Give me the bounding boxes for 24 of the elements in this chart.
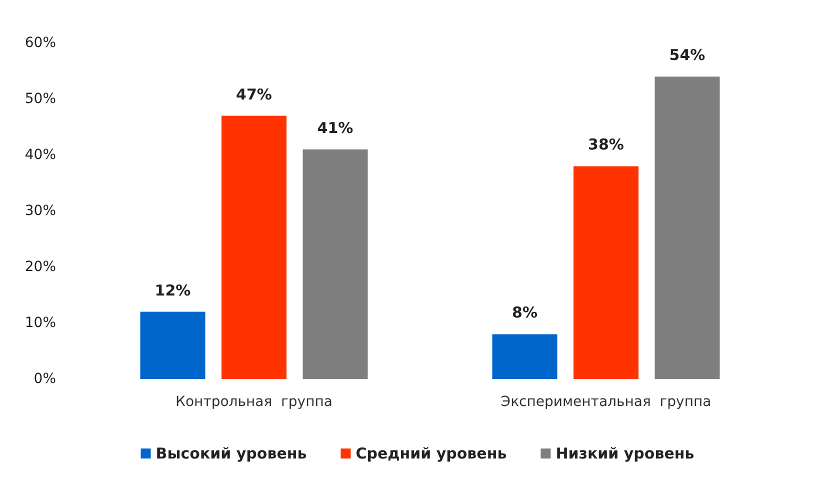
bar xyxy=(492,334,558,379)
data-label: 47% xyxy=(236,85,272,104)
y-tick-label: 60% xyxy=(24,35,56,51)
x-tick-label: Экспериментальная группа xyxy=(500,394,712,410)
y-tick-label: 20% xyxy=(24,259,56,275)
legend-label: Средний уровень xyxy=(356,444,507,462)
legend-label: Высокий уровень xyxy=(156,444,307,462)
y-tick-label: 40% xyxy=(24,147,56,163)
data-label: 12% xyxy=(154,281,191,300)
bar xyxy=(222,116,286,379)
y-tick-label: 30% xyxy=(24,203,56,219)
data-label: 54% xyxy=(669,46,706,64)
legend-label: Низкий уровень xyxy=(556,444,694,462)
y-tick-label: 50% xyxy=(24,91,56,107)
x-tick-label: Контрольная группа xyxy=(176,394,332,410)
bar xyxy=(302,149,368,379)
y-tick-label: 10% xyxy=(24,315,56,331)
data-label: 41% xyxy=(317,118,354,137)
data-label: 38% xyxy=(588,136,624,154)
y-tick-label: 0% xyxy=(34,371,56,387)
bar xyxy=(574,166,638,379)
data-label: 8% xyxy=(512,304,538,322)
bar xyxy=(654,76,720,379)
bar xyxy=(140,312,206,379)
